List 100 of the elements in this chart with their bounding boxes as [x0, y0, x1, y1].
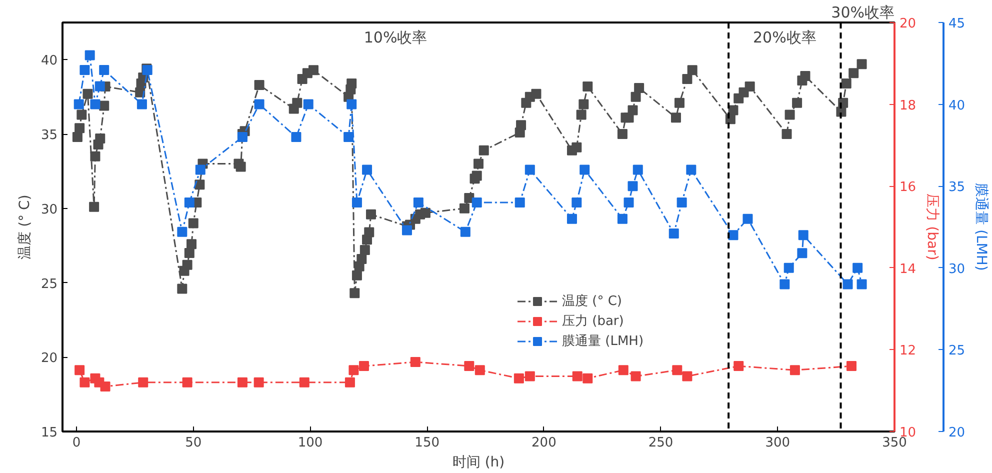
point	[728, 230, 738, 240]
point	[80, 377, 90, 388]
y-tick-label: 40	[40, 54, 58, 69]
point	[686, 164, 696, 175]
point	[798, 230, 808, 240]
point	[195, 164, 206, 175]
point	[682, 371, 692, 382]
y3-tick-label: 35	[948, 180, 966, 196]
point	[514, 197, 525, 208]
point	[413, 197, 424, 208]
point	[177, 226, 188, 237]
point	[254, 99, 264, 110]
point	[348, 365, 359, 376]
point	[514, 373, 524, 384]
y-tick-label: 30	[40, 202, 58, 218]
point	[182, 377, 192, 388]
point	[344, 132, 354, 142]
text: 30%收率	[831, 4, 895, 22]
point	[734, 361, 744, 372]
point	[784, 262, 794, 273]
y-axis-title: 温度 (° C)	[16, 194, 33, 260]
y3-tick-label: 20	[948, 426, 966, 440]
point	[672, 365, 682, 376]
point	[90, 99, 100, 110]
point	[842, 279, 853, 290]
y3-tick-label: 45	[948, 16, 966, 32]
point	[797, 248, 808, 258]
point	[624, 197, 634, 208]
point	[580, 164, 590, 175]
point	[362, 164, 372, 175]
point	[184, 197, 194, 208]
point	[852, 262, 863, 273]
point	[790, 365, 800, 376]
point	[74, 365, 85, 376]
point	[80, 64, 90, 75]
point	[74, 99, 84, 110]
y3-axis-title: 膜通量 (LMH)	[973, 183, 990, 271]
annotation: 20%收率	[752, 28, 816, 46]
point	[100, 382, 110, 392]
point	[780, 279, 790, 290]
point	[460, 226, 470, 237]
point	[572, 371, 582, 382]
point	[676, 197, 687, 208]
point	[617, 214, 628, 224]
point	[358, 361, 369, 372]
point	[138, 377, 148, 388]
y2-axis-title: 压力 (bar)	[924, 194, 940, 260]
point	[291, 132, 302, 142]
point	[464, 361, 474, 372]
y3-tick-label: 40	[948, 98, 966, 114]
y-tick-label: 15	[40, 426, 58, 440]
point	[582, 373, 593, 384]
y-tick-label: 20	[40, 351, 58, 366]
y2-tick-label: 16	[900, 180, 916, 196]
point	[668, 228, 679, 239]
point	[303, 99, 314, 110]
point	[566, 214, 577, 224]
y2-tick-label: 18	[900, 98, 916, 114]
point	[94, 81, 105, 92]
x-axis-title: 时间 (h)	[452, 454, 505, 470]
point	[410, 356, 420, 367]
point	[99, 64, 110, 75]
y3-tick-label: 25	[948, 344, 966, 359]
point	[474, 365, 485, 376]
x-tick-label: 200	[532, 436, 556, 450]
x-tick-label: 150	[414, 436, 440, 450]
x-tick-label: 50	[185, 436, 202, 450]
point	[630, 371, 641, 382]
legend-label: 温度 (° C)	[562, 293, 622, 310]
point	[472, 197, 482, 208]
point	[742, 214, 753, 224]
point	[402, 225, 412, 236]
point	[237, 377, 248, 388]
point	[632, 164, 643, 175]
point	[299, 377, 310, 388]
point	[352, 197, 362, 208]
x-tick-label: 300	[765, 436, 790, 450]
point	[856, 279, 867, 290]
legend-label: 膜通量 (LMH)	[562, 333, 644, 350]
point	[846, 361, 856, 372]
x-tick-label: 250	[648, 436, 674, 450]
y2-tick-label: 20	[900, 16, 916, 32]
x-tick-label: 0	[72, 436, 81, 450]
point	[524, 164, 535, 175]
y3-tick-label: 30	[948, 262, 966, 277]
point	[136, 99, 147, 110]
point	[524, 371, 535, 382]
point	[344, 377, 355, 388]
point	[572, 197, 582, 208]
y-tick-label: 25	[40, 276, 58, 292]
y-tick-label: 35	[40, 128, 58, 144]
point	[84, 50, 95, 60]
y2-tick-label: 14	[900, 262, 916, 277]
x-tick-label: 100	[298, 436, 323, 450]
point	[346, 99, 357, 110]
point	[237, 132, 248, 142]
point	[628, 181, 638, 192]
annotation: 10%收率	[364, 28, 428, 46]
legend-label: 压力 (bar)	[562, 313, 624, 330]
point	[254, 377, 264, 388]
